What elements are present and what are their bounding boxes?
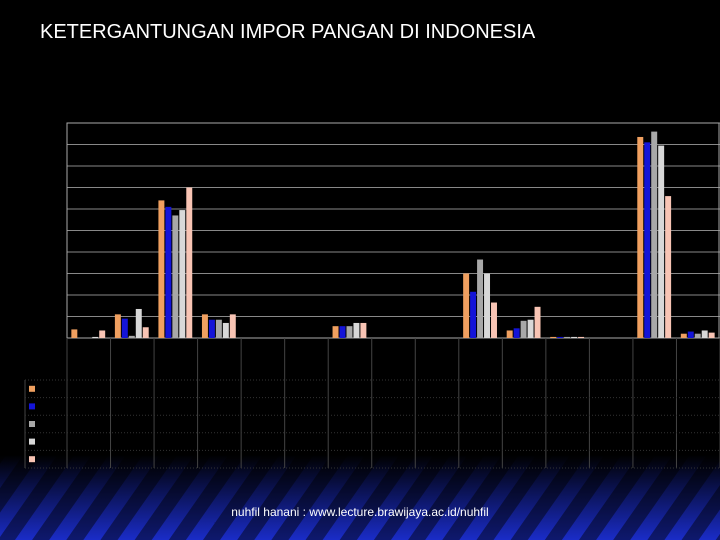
bar (128, 335, 135, 338)
bar (99, 330, 106, 338)
bar (114, 314, 121, 338)
bar (346, 326, 353, 338)
bar (527, 319, 534, 338)
bar (470, 291, 477, 338)
bar (534, 306, 541, 338)
bar (477, 259, 484, 338)
bar (208, 319, 215, 338)
legend-marker (29, 385, 35, 392)
bar (651, 131, 658, 338)
bar (215, 319, 222, 338)
bar (644, 142, 651, 338)
bar (637, 136, 644, 338)
legend-marker (29, 438, 35, 445)
slide-title: KETERGANTUNGAN IMPOR PANGAN DI INDONESIA (40, 21, 536, 43)
bar (680, 333, 687, 338)
bar (165, 206, 172, 338)
bar (701, 330, 708, 338)
bar (360, 322, 367, 338)
bar (491, 302, 497, 338)
footer-stripes (0, 455, 720, 540)
bar (520, 320, 527, 338)
legend-marker (29, 456, 35, 463)
bar (665, 196, 672, 338)
legend-marker (29, 421, 35, 427)
bar (513, 328, 520, 338)
plot-frame (66, 122, 720, 339)
bar (353, 322, 360, 338)
bar (201, 314, 208, 338)
bar (142, 327, 149, 338)
bar (658, 145, 665, 338)
bar (229, 314, 236, 338)
bar (578, 336, 585, 338)
bar (71, 329, 78, 338)
bar (92, 336, 99, 338)
bar (687, 331, 694, 338)
bar (172, 215, 179, 338)
bar (186, 187, 193, 338)
bar (121, 318, 128, 338)
chart (24, 122, 720, 469)
bar (708, 332, 715, 338)
bar (564, 336, 571, 338)
bar (694, 333, 701, 338)
bar (550, 336, 557, 338)
bar (463, 273, 470, 338)
bar (135, 308, 142, 338)
bar (222, 322, 229, 338)
footer-text: nuhfil hanani : www.lecture.brawijaya.ac… (231, 505, 488, 519)
bar (557, 336, 564, 338)
legend-marker (29, 403, 35, 410)
bar (506, 330, 513, 338)
bar (571, 336, 578, 338)
bar (179, 210, 186, 338)
bar (332, 326, 339, 338)
bar (484, 273, 491, 338)
bar (158, 200, 165, 338)
bar (339, 326, 346, 338)
